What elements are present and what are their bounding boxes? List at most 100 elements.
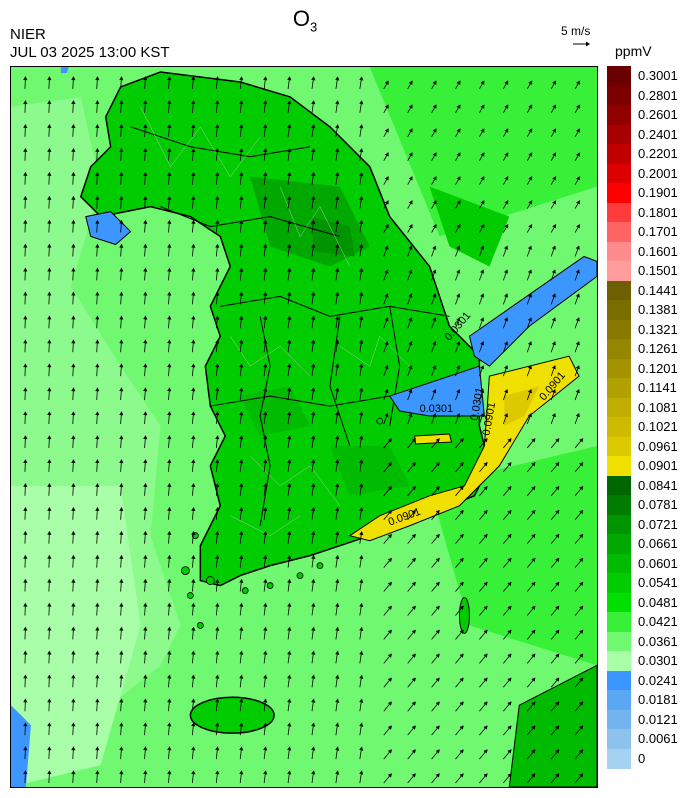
- wind-arrow-head: [456, 389, 461, 394]
- wind-arrow-head: [119, 746, 124, 751]
- wind-arrow-head: [311, 602, 316, 607]
- wind-arrow-head: [408, 80, 413, 85]
- wind-arrow-head: [119, 219, 124, 224]
- wind-arrow-head: [239, 243, 244, 248]
- wind-arrow-head: [555, 725, 560, 730]
- wind-arrow-head: [435, 605, 440, 610]
- wind-arrow-head: [71, 459, 76, 464]
- wind-arrow-head: [263, 507, 268, 512]
- wind-arrow-head: [71, 650, 76, 655]
- wind-arrow-head: [311, 746, 316, 751]
- wind-arrow-head: [459, 485, 464, 491]
- wind-arrow-head: [507, 581, 512, 586]
- wind-arrow-head: [215, 76, 220, 81]
- wind-arrow-head: [480, 152, 485, 157]
- wind-arrow-head: [23, 746, 28, 751]
- wind-arrow-head: [119, 626, 124, 631]
- wind-arrow-head: [555, 605, 560, 610]
- wind-arrow-head: [47, 243, 52, 248]
- wind-arrow-head: [215, 746, 220, 751]
- wind-arrow-head: [143, 195, 148, 200]
- wind-arrow-head: [95, 722, 100, 727]
- wind-arrow-head: [335, 459, 340, 464]
- wind-arrow-head: [119, 650, 124, 655]
- legend-tick-label: 0.1201: [638, 360, 678, 376]
- wind-arrow-head: [551, 293, 556, 298]
- wind-arrow-head: [459, 749, 464, 754]
- wind-arrow-head: [335, 315, 340, 320]
- wind-arrow-head: [551, 269, 556, 274]
- wind-arrow-head: [411, 605, 416, 610]
- wind-arrow-head: [504, 224, 509, 229]
- legend-swatch: [607, 729, 631, 749]
- wind-arrow-head: [408, 293, 413, 298]
- wind-arrow-head: [311, 387, 316, 392]
- wind-arrow-head: [359, 291, 364, 296]
- wind-arrow-head: [215, 435, 220, 440]
- wind-arrow-head: [531, 677, 536, 682]
- wind-arrow-head: [95, 482, 100, 487]
- wind-arrow-head: [215, 459, 220, 464]
- wind-arrow-head: [384, 317, 389, 322]
- wind-arrow-head: [507, 725, 512, 730]
- wind-arrow-head: [143, 770, 148, 775]
- wind-arrow-head: [456, 176, 461, 181]
- wind-arrow-head: [143, 698, 148, 703]
- wind-arrow-head: [528, 80, 533, 85]
- wind-arrow-head: [311, 411, 316, 416]
- wind-arrow-head: [215, 124, 220, 129]
- wind-arrow-head: [432, 245, 437, 250]
- wind-arrow-head: [411, 773, 416, 778]
- wind-arrow-head: [480, 341, 485, 346]
- wind-arrow-head: [287, 243, 292, 248]
- wind-arrow-head: [23, 506, 28, 511]
- wind-arrow-head: [411, 629, 416, 634]
- wind-arrow-head: [480, 80, 485, 85]
- wind-arrow-head: [287, 387, 292, 392]
- wind-arrow-head: [384, 224, 389, 229]
- wind-arrow-head: [483, 438, 488, 443]
- wind-arrow-head: [95, 698, 100, 703]
- wind-arrow-head: [507, 438, 512, 443]
- wind-arrow-head: [239, 507, 244, 512]
- wind-arrow-head: [95, 506, 100, 511]
- wind-arrow-head: [579, 605, 584, 610]
- wind-arrow-head: [191, 76, 196, 81]
- wind-arrow-head: [459, 701, 464, 706]
- agency-label: NIER: [10, 26, 46, 43]
- wind-arrow-head: [95, 435, 100, 440]
- chart-title: O3: [292, 6, 318, 35]
- wind-arrow-head: [504, 176, 509, 181]
- legend-swatch: [607, 670, 631, 691]
- wind-arrow-head: [459, 773, 464, 778]
- wind-arrow-head: [119, 770, 124, 775]
- wind-arrow-head: [191, 507, 196, 512]
- wind-arrow-head: [504, 341, 508, 346]
- wind-arrow-head: [459, 438, 464, 443]
- wind-arrow-head: [119, 171, 124, 176]
- wind-arrow-head: [575, 245, 580, 250]
- wind-arrow-head: [239, 770, 244, 775]
- wind-arrow-head: [384, 152, 389, 157]
- wind-arrow-head: [239, 554, 244, 560]
- wind-arrow-head: [311, 698, 316, 703]
- legend-tick-label: 0.0181: [638, 692, 678, 708]
- wind-arrow-head: [359, 124, 364, 129]
- wind-arrow-head: [95, 315, 100, 320]
- wind-arrow-head: [287, 507, 292, 512]
- wind-arrow-head: [459, 653, 464, 658]
- wind-arrow-head: [579, 557, 584, 563]
- wind-arrow-head: [95, 554, 100, 559]
- wind-arrow-head: [531, 438, 536, 443]
- wind-arrow-head: [432, 341, 437, 346]
- wind-arrow-head: [95, 243, 100, 248]
- wind-arrow-head: [384, 293, 389, 298]
- wind-arrow-head: [411, 438, 416, 443]
- wind-arrow-head: [527, 365, 532, 370]
- wind-arrow-head: [47, 387, 52, 392]
- wind-arrow-head: [167, 554, 172, 559]
- wind-arrow-head: [435, 462, 440, 467]
- wind-arrow-head: [480, 176, 485, 181]
- wind-arrow-head: [531, 773, 536, 778]
- wind-arrow-head: [384, 389, 389, 394]
